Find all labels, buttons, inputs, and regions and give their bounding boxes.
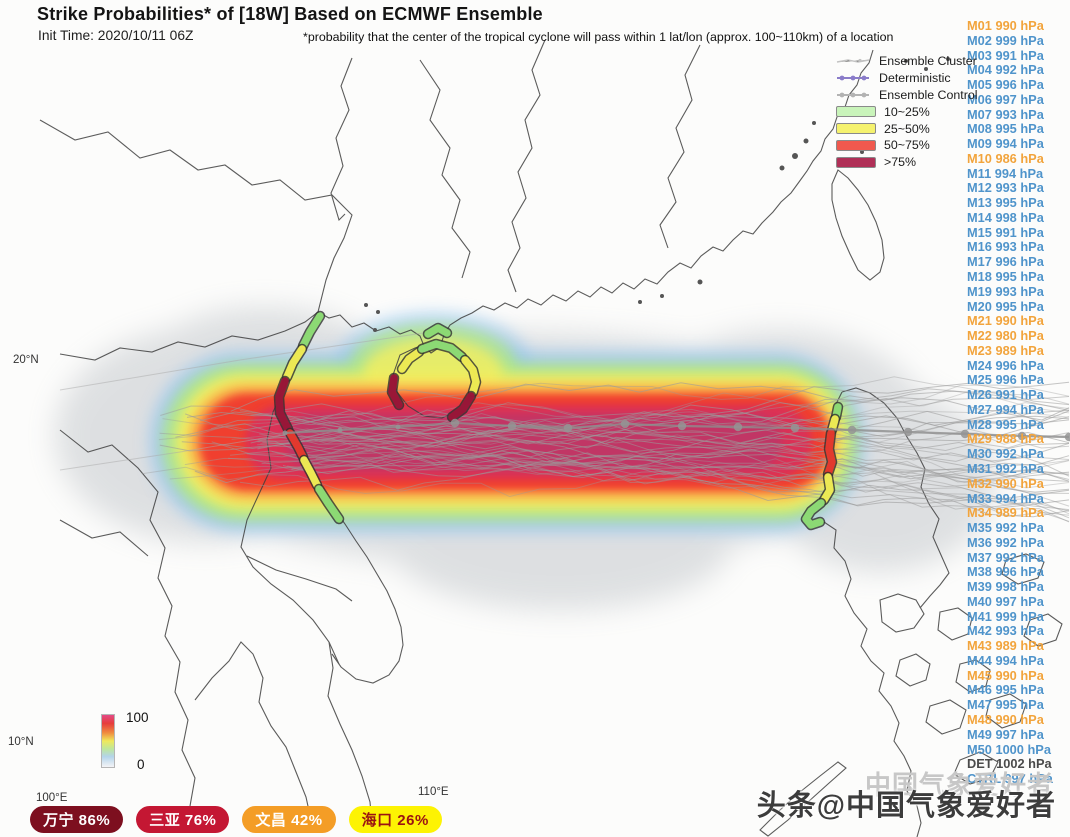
member-row-m48: M48 990 hPa [967,711,1044,727]
legend-row-bin-75: >75% [836,154,977,171]
legend-label: Ensemble Control [879,87,978,102]
member-row-m42: M42 993 hPa [967,623,1044,639]
legend-label: Deterministic [879,71,951,86]
legend-row-bin-50-75: 50~75% [836,137,977,154]
bin-swatch-75 [836,156,876,168]
member-row-m23: M23 989 hPa [967,342,1044,358]
legend-row-deterministic: Deterministic [836,70,977,87]
city-probability-badge-76%: 三亚 76% [136,806,230,833]
member-row-m31: M31 992 hPa [967,460,1044,476]
page-title: Strike Probabilities* of [18W] Based on … [37,4,543,24]
city-probability-badge-86%: 万宁 86% [30,806,124,833]
member-row-m09: M09 994 hPa [967,136,1044,152]
member-row-m47: M47 995 hPa [967,697,1044,713]
member-pressure-list: M01 990 hPa M02 999 hPa M03 991 hPa M04 992… [967,18,1053,787]
member-row-m44: M44 994 hPa [967,652,1044,668]
member-row-m45: M45 990 hPa [967,667,1044,683]
init-time: Init Time: 2020/10/11 06Z [38,28,194,43]
member-row-m38: M38 996 hPa [967,564,1044,580]
member-row-m37: M37 992 hPa [967,549,1044,565]
legend-label: >75% [884,155,917,170]
member-row-m02: M02 999 hPa [967,32,1044,48]
member-row-m50: M50 1000 hPa [967,741,1051,757]
legend-row-ensemble-cluster: Ensemble Cluster [836,53,977,70]
legend-label: 50~75% [884,138,930,153]
city-probability-badge-42%: 文昌 42% [242,806,336,833]
city-probability-badges: 万宁 86% 三亚 76% 文昌 42% 海口 26% [30,806,442,833]
colorbar-min-label: 0 [137,757,145,772]
member-row-m22: M22 980 hPa [967,328,1044,344]
member-row-m20: M20 995 hPa [967,298,1044,314]
legend-label: 25~50% [884,121,930,136]
lat-label-10n: 10°N [8,736,34,748]
member-row-m12: M12 993 hPa [967,180,1044,196]
member-row-m11: M11 994 hPa [967,165,1044,181]
member-row-ctrl: CTRL 997 hPa [967,771,1053,787]
member-row-m39: M39 998 hPa [967,579,1044,595]
member-row-m04: M04 992 hPa [967,62,1044,78]
probability-footnote: *probability that the center of the trop… [303,30,894,44]
member-row-m07: M07 993 hPa [967,106,1044,122]
legend-row-bin-25-50: 25~50% [836,120,977,137]
member-row-m14: M14 998 hPa [967,209,1044,225]
member-row-m30: M30 992 hPa [967,446,1044,462]
member-row-m15: M15 991 hPa [967,224,1044,240]
member-row-m35: M35 992 hPa [967,520,1044,536]
member-row-m41: M41 999 hPa [967,608,1044,624]
member-row-m10: M10 986 hPa [967,150,1044,166]
member-row-m16: M16 993 hPa [967,239,1044,255]
bin-swatch-25-50 [836,123,876,135]
ensemble-member-tracks [59,331,1070,523]
member-row-m13: M13 995 hPa [967,195,1044,211]
small-islands [364,57,950,332]
member-row-m46: M46 995 hPa [967,682,1044,698]
bin-swatch-50-75 [836,139,876,151]
member-row-m32: M32 990 hPa [967,475,1044,491]
member-row-m27: M27 994 hPa [967,401,1044,417]
lat-label-20n: 20°N [13,354,39,366]
member-row-m21: M21 990 hPa [967,313,1044,329]
legend-row-ensemble-control: Ensemble Control [836,87,977,104]
legend: Ensemble Cluster Deterministic Ensemble … [836,53,977,171]
member-row-m29: M29 988 hPa [967,431,1044,447]
member-row-m05: M05 996 hPa [967,77,1044,93]
member-row-m33: M33 994 hPa [967,490,1044,506]
member-row-m01: M01 990 hPa [967,18,1044,33]
legend-row-bin-10-25: 10~25% [836,103,977,120]
member-row-det: DET 1002 hPa [967,756,1052,772]
member-row-m40: M40 997 hPa [967,593,1044,609]
legend-label: Ensemble Cluster [879,54,977,69]
ensemble-control-line-icon [837,92,869,98]
member-row-m26: M26 991 hPa [967,387,1044,403]
lon-label-110e: 110°E [418,786,449,798]
probability-colorbar [101,714,115,768]
member-row-m36: M36 992 hPa [967,534,1044,550]
colorbar-max-label: 100 [126,710,149,725]
member-row-m34: M34 989 hPa [967,505,1044,521]
member-row-m06: M06 997 hPa [967,91,1044,107]
member-row-m18: M18 995 hPa [967,269,1044,285]
member-row-m43: M43 989 hPa [967,638,1044,654]
legend-label: 10~25% [884,104,930,119]
member-row-m03: M03 991 hPa [967,47,1044,63]
city-probability-badge-26%: 海口 26% [348,806,442,833]
member-row-m19: M19 993 hPa [967,283,1044,299]
ensemble-control-track [282,418,1070,442]
member-row-m28: M28 995 hPa [967,416,1044,432]
coastal-strike-segments [273,310,844,531]
lon-label-100e: 100°E [36,792,68,804]
ensemble-cluster-line-icon [836,59,870,64]
member-row-m49: M49 997 hPa [967,726,1044,742]
watermark: 头条@中国气象爱好者 [756,790,1056,822]
bin-swatch-10-25 [836,106,876,118]
watermark-ghost-text: 中国气象爱好者 [864,770,1054,800]
member-row-m24: M24 996 hPa [967,357,1044,373]
deterministic-line-icon [837,75,869,81]
member-row-m17: M17 996 hPa [967,254,1044,270]
member-row-m25: M25 996 hPa [967,372,1044,388]
member-row-m08: M08 995 hPa [967,121,1044,137]
